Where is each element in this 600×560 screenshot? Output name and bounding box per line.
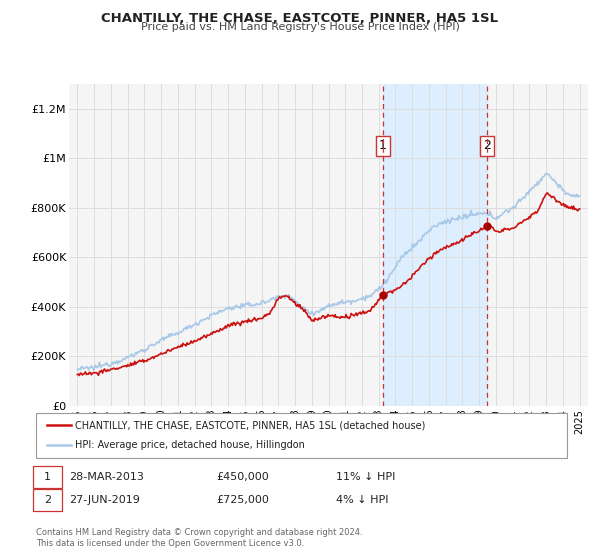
Bar	[383, 84, 487, 406]
Text: 2: 2	[484, 139, 491, 152]
Text: 27-JUN-2019: 27-JUN-2019	[69, 495, 140, 505]
Text: £450,000: £450,000	[216, 472, 269, 482]
Text: £725,000: £725,000	[216, 495, 269, 505]
Text: 1: 1	[379, 139, 386, 152]
Text: 2: 2	[44, 495, 51, 505]
Text: 28-MAR-2013: 28-MAR-2013	[69, 472, 144, 482]
Text: 1: 1	[44, 472, 51, 482]
Text: 4% ↓ HPI: 4% ↓ HPI	[336, 495, 389, 505]
Text: CHANTILLY, THE CHASE, EASTCOTE, PINNER, HA5 1SL (detached house): CHANTILLY, THE CHASE, EASTCOTE, PINNER, …	[75, 420, 425, 430]
Text: Contains HM Land Registry data © Crown copyright and database right 2024.
This d: Contains HM Land Registry data © Crown c…	[36, 528, 362, 548]
Text: CHANTILLY, THE CHASE, EASTCOTE, PINNER, HA5 1SL: CHANTILLY, THE CHASE, EASTCOTE, PINNER, …	[101, 12, 499, 25]
Text: 11% ↓ HPI: 11% ↓ HPI	[336, 472, 395, 482]
Text: HPI: Average price, detached house, Hillingdon: HPI: Average price, detached house, Hill…	[75, 440, 305, 450]
Text: Price paid vs. HM Land Registry's House Price Index (HPI): Price paid vs. HM Land Registry's House …	[140, 22, 460, 32]
